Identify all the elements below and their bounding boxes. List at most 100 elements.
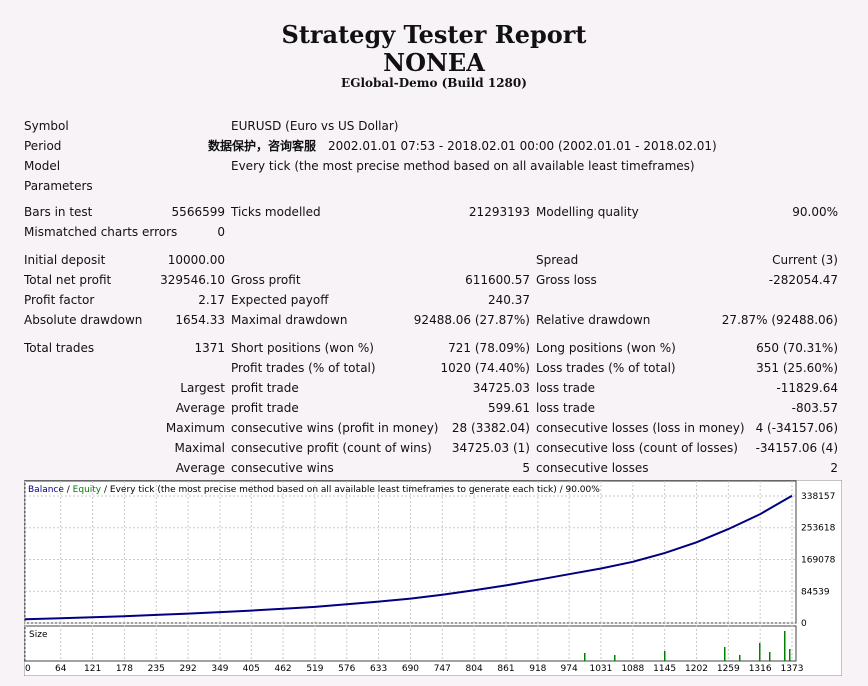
size-bar	[584, 653, 586, 661]
x-tick-label: 633	[370, 664, 387, 674]
average-loss-label: loss trade	[536, 401, 595, 415]
size-bar	[664, 651, 666, 661]
model-label: Model	[24, 159, 61, 173]
x-tick-label: 1316	[749, 664, 772, 674]
x-tick-label: 974	[561, 664, 578, 674]
netprofit-value: 329546.10	[160, 273, 225, 287]
report-title: Strategy Tester Report	[281, 20, 587, 49]
netprofit-label: Total net profit	[24, 273, 112, 287]
avgcons-wins-value: 5	[522, 461, 530, 475]
size-bar	[739, 655, 741, 661]
maximal-consloss-label: consecutive loss (count of losses)	[536, 441, 738, 455]
average-profit-value: 599.61	[488, 401, 530, 415]
grossprofit-value: 611600.57	[465, 273, 530, 287]
grossloss-label: Gross loss	[536, 273, 597, 287]
x-tick-label: 804	[466, 664, 483, 674]
losstrades-value: 351 (25.60%)	[756, 361, 838, 375]
max-conswins-label: consecutive wins (profit in money)	[231, 421, 439, 435]
pf-label: Profit factor	[24, 293, 95, 307]
size-bars	[584, 631, 791, 661]
long-label: Long positions (won %)	[536, 341, 676, 355]
x-tick-label: 1259	[717, 664, 740, 674]
legend-equity: Equity	[73, 485, 102, 495]
absdd-label: Absolute drawdown	[24, 313, 143, 327]
payoff-value: 240.37	[488, 293, 530, 307]
max-conswins-value: 28 (3382.04)	[451, 421, 530, 435]
average-loss-value: -803.57	[791, 401, 838, 415]
x-tick-label: 1202	[685, 664, 708, 674]
y-tick-label: 253618	[801, 524, 836, 534]
max-conslosses-label: consecutive losses (loss in money)	[536, 421, 745, 435]
x-tick-label: 918	[529, 664, 546, 674]
largest-profit-value: 34725.03	[472, 381, 530, 395]
avgcons-label: Average	[175, 461, 225, 475]
spread-label: Spread	[536, 253, 579, 267]
size-label: Size	[29, 630, 48, 640]
legend-rest: / Every tick (the most precise method ba…	[101, 485, 600, 495]
maximal-consprofit-label: consecutive profit (count of wins)	[231, 441, 432, 455]
ticks-label: Ticks modelled	[231, 205, 321, 219]
maximal-label: Maximal	[174, 441, 225, 455]
balance-chart: 338157 253618 169078 84539 0 0 64 121 178 235 292…	[24, 480, 842, 676]
chart-grid	[24, 481, 796, 661]
x-tick-label: 292	[180, 664, 197, 674]
size-bar	[789, 649, 791, 661]
legend-balance: Balance	[28, 485, 64, 495]
x-tick-label: 1031	[589, 664, 612, 674]
reldd-value: 27.87% (92488.06)	[721, 313, 838, 327]
y-tick-label: 84539	[801, 587, 830, 597]
maximal-consprofit-value: 34725.03 (1)	[451, 441, 530, 455]
x-tick-label: 235	[148, 664, 165, 674]
x-tick-label: 121	[84, 664, 101, 674]
symbol-label: Symbol	[24, 119, 69, 133]
legend-sep: /	[64, 485, 73, 495]
quality-label: Modelling quality	[536, 205, 639, 219]
x-tick-label: 519	[306, 664, 323, 674]
mismatch-label: Mismatched charts errors	[24, 225, 178, 239]
period-watermark: 数据保护，咨询客服	[208, 139, 317, 153]
average-profit-label: profit trade	[231, 401, 299, 415]
bars-value: 5566599	[171, 205, 225, 219]
max-conslosses-value: 4 (-34157.06)	[755, 421, 838, 435]
largest-loss-value: -11829.64	[776, 381, 838, 395]
largest-profit-label: profit trade	[231, 381, 299, 395]
trades-value: 1371	[194, 341, 225, 355]
short-label: Short positions (won %)	[231, 341, 374, 355]
x-tick-label: 405	[243, 664, 260, 674]
deposit-label: Initial deposit	[24, 253, 106, 267]
y-tick-label: 169078	[801, 556, 836, 566]
absdd-value: 1654.33	[175, 313, 225, 327]
maxdd-label: Maximal drawdown	[231, 313, 348, 327]
short-value: 721 (78.09%)	[448, 341, 530, 355]
period-label: Period	[24, 139, 62, 153]
size-bar	[769, 652, 771, 661]
x-tick-label: 576	[338, 664, 355, 674]
size-bar	[759, 643, 761, 661]
largest-loss-label: loss trade	[536, 381, 595, 395]
grossprofit-label: Gross profit	[231, 273, 301, 287]
chart-legend: Balance / Equity / Every tick (the most …	[28, 485, 600, 495]
x-tick-label: 1088	[621, 664, 644, 674]
deposit-value: 10000.00	[167, 253, 225, 267]
profittrades-label: Profit trades (% of total)	[231, 361, 376, 375]
x-tick-label: 1145	[653, 664, 676, 674]
maxdd-value: 92488.06 (27.87%)	[413, 313, 530, 327]
largest-label: Largest	[180, 381, 225, 395]
parameters-label: Parameters	[24, 179, 93, 193]
trades-label: Total trades	[24, 341, 95, 355]
avgcons-losses-value: 2	[830, 461, 838, 475]
maximum-label: Maximum	[165, 421, 225, 435]
x-tick-label: 861	[497, 664, 514, 674]
y-tick-label: 0	[801, 619, 807, 629]
x-tick-label: 462	[274, 664, 291, 674]
avgcons-wins-label: consecutive wins	[231, 461, 334, 475]
average-label: Average	[175, 401, 225, 415]
x-tick-label: 349	[211, 664, 228, 674]
grossloss-value: -282054.47	[768, 273, 838, 287]
payoff-label: Expected payoff	[231, 293, 329, 307]
model-value: Every tick (the most precise method base…	[231, 159, 695, 173]
x-tick-label: 64	[55, 664, 67, 674]
size-bar	[784, 631, 786, 661]
symbol-value: EURUSD (Euro vs US Dollar)	[231, 119, 399, 133]
maximal-consloss-value: -34157.06 (4)	[755, 441, 838, 455]
